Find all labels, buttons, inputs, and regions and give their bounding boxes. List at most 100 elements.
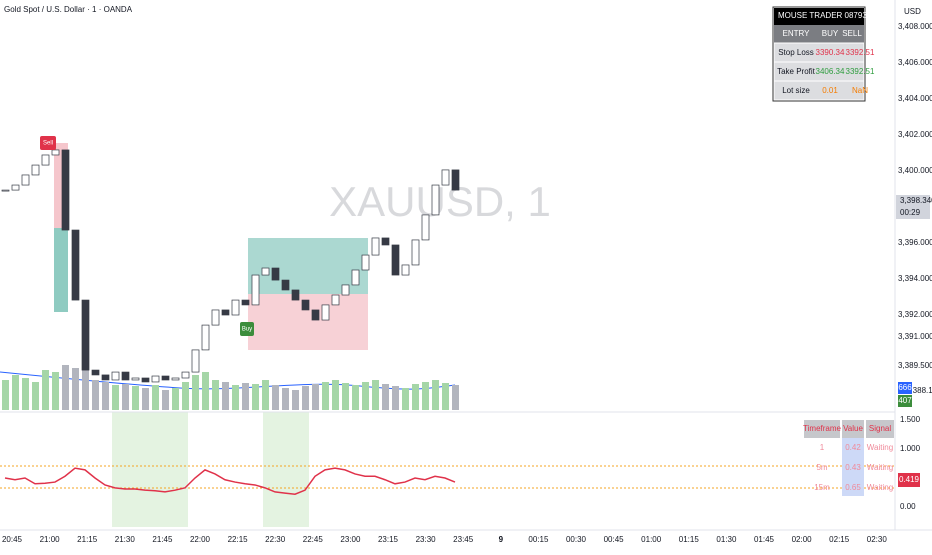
candle <box>131 377 140 381</box>
candle <box>331 294 340 306</box>
candle <box>291 289 300 301</box>
time-label: 22:30 <box>265 535 286 544</box>
volume-bar <box>172 388 179 410</box>
volume-bar <box>282 388 289 410</box>
signal-header: Timeframe <box>803 424 841 433</box>
candle <box>271 267 280 281</box>
candle <box>321 304 330 321</box>
candle <box>21 174 30 186</box>
price-tick-label: 3,408.000 <box>898 22 932 31</box>
volume-bar <box>252 384 259 410</box>
candle <box>441 169 450 186</box>
volume-bar <box>212 380 219 410</box>
volume-bar <box>112 385 119 410</box>
volume-bar <box>432 380 439 410</box>
signal-cell: 1 <box>820 443 825 452</box>
volume-bar <box>142 388 149 410</box>
trade-cell: 3392.51 <box>846 48 875 57</box>
time-label: 9 <box>499 535 504 544</box>
volume-bar <box>202 372 209 410</box>
volume-label: 666 <box>898 383 912 392</box>
time-label: 21:15 <box>77 535 98 544</box>
trade-cell: NaN <box>852 86 868 95</box>
volume-bar <box>12 375 19 410</box>
indicator-tick-label: 1.500 <box>900 415 921 424</box>
signal-cell: 0.42 <box>845 443 861 452</box>
trade-cell: 0.01 <box>822 86 838 95</box>
volume-bar <box>162 390 169 410</box>
volume-bar <box>272 385 279 410</box>
time-label: 20:45 <box>2 535 23 544</box>
buy-label: Buy <box>242 327 252 333</box>
price-label: 3,388.100 <box>906 386 932 395</box>
candle <box>11 184 20 191</box>
candle <box>381 237 390 246</box>
candle <box>31 164 40 176</box>
volume-bar <box>32 382 39 410</box>
trade-cell: Take Profit <box>777 67 816 76</box>
volume-bar <box>122 384 129 410</box>
trade-cell: 3390.34 <box>816 48 845 57</box>
price-tick-label: 3,396.000 <box>898 238 932 247</box>
volume-bar <box>92 380 99 410</box>
candle <box>201 324 210 351</box>
signal-band <box>263 412 309 527</box>
trade-cell: Lot size <box>782 86 810 95</box>
price-label: 3,389.500 <box>898 361 932 370</box>
signal-value-bg <box>842 438 864 496</box>
time-label: 22:45 <box>303 535 324 544</box>
candle <box>361 254 370 271</box>
time-label: 21:30 <box>115 535 136 544</box>
candle <box>341 284 350 296</box>
time-label: 23:15 <box>378 535 399 544</box>
buy-signal <box>240 322 254 336</box>
volume-bar <box>182 382 189 410</box>
trade-row-bg <box>773 80 865 101</box>
candle <box>1 189 10 192</box>
last-price: 3,398.340 <box>900 196 932 205</box>
price-label: 3,391.000 <box>898 332 932 341</box>
volume-bar <box>132 386 139 410</box>
volume-badge <box>898 395 912 407</box>
volume-bar <box>222 382 229 410</box>
candle <box>51 149 60 156</box>
signal-header: Signal <box>869 424 891 433</box>
volume-bar <box>452 385 459 410</box>
indicator-line <box>4 467 456 496</box>
trade-table-header-bg <box>774 25 864 43</box>
currency: USD <box>904 7 921 16</box>
volume-bar <box>52 372 59 410</box>
signal-cell: 0.65 <box>845 483 861 492</box>
signal-header-bg <box>804 420 840 438</box>
volume-bar <box>382 384 389 410</box>
candle <box>71 229 80 301</box>
take-profit-zone <box>248 238 368 294</box>
volume-bar <box>372 380 379 410</box>
volume-bar <box>302 386 309 410</box>
time-label: 22:15 <box>228 535 249 544</box>
signal-cell: Waiting <box>867 443 893 452</box>
time-label: 21:45 <box>152 535 173 544</box>
candle <box>281 279 290 291</box>
time-label: 01:00 <box>641 535 662 544</box>
time-label: 02:00 <box>792 535 813 544</box>
candle <box>401 264 410 276</box>
time-label: 00:15 <box>528 535 549 544</box>
candle <box>121 371 130 381</box>
time-label: 01:15 <box>679 535 700 544</box>
trade-header: BUY <box>822 29 839 38</box>
signal-cell: 5m <box>816 463 827 472</box>
candle <box>431 184 440 216</box>
symbol-title: Gold Spot / U.S. Dollar · 1 · OANDA <box>4 5 133 14</box>
trade-cell: 3392.51 <box>846 67 875 76</box>
candle <box>391 244 400 276</box>
time-label: 02:15 <box>829 535 850 544</box>
candle <box>311 309 320 321</box>
volume-bar <box>392 386 399 410</box>
candle <box>81 299 90 371</box>
time-label: 21:00 <box>40 535 61 544</box>
candle <box>41 154 50 166</box>
signal-header-bg <box>866 420 894 438</box>
watermark: XAUUSD, 1 <box>329 178 551 225</box>
time-label: 01:45 <box>754 535 775 544</box>
